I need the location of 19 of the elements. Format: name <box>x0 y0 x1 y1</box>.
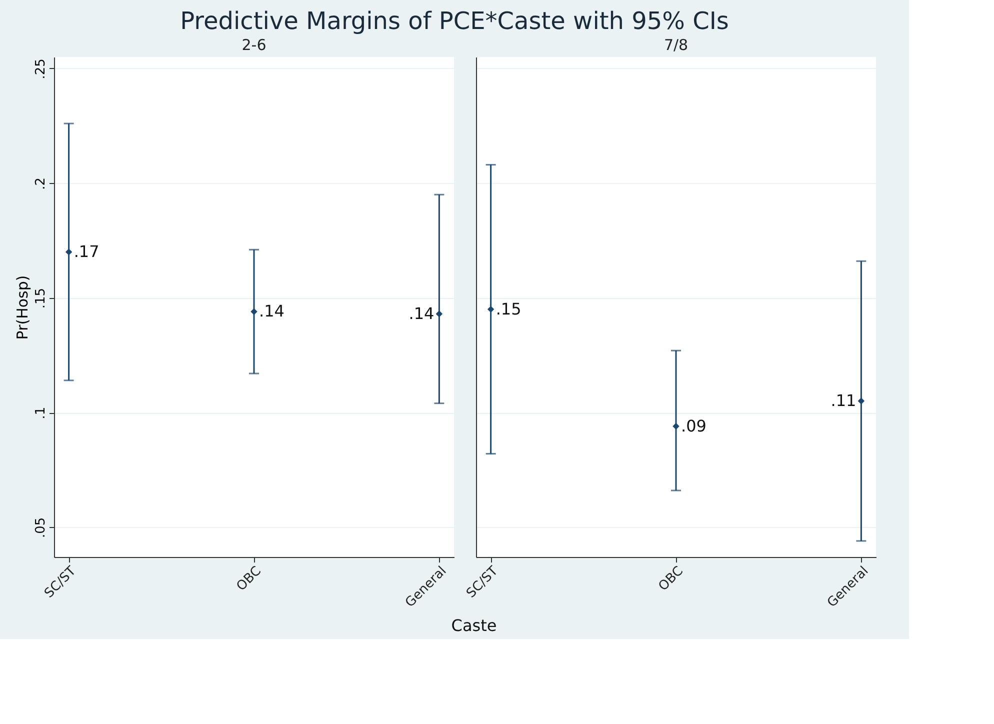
data-label: .11 <box>830 391 856 410</box>
data-label: .09 <box>681 416 706 436</box>
data-label: .17 <box>74 242 100 261</box>
point <box>65 248 72 256</box>
y-axis-title: Pr(Hosp) <box>14 275 32 340</box>
y-tick-label: .05 <box>34 517 48 538</box>
y-tick-label: .2 <box>34 177 48 190</box>
chart-subtitle: 2-6 <box>242 36 266 54</box>
point <box>250 308 258 315</box>
data-label: .15 <box>496 299 522 318</box>
x-axis-title: Caste <box>451 616 497 635</box>
y-tick-label: .1 <box>34 406 48 420</box>
data-label: .14 <box>259 302 284 321</box>
y-tick-label: .25 <box>34 58 48 80</box>
y-tick-label: .15 <box>34 288 48 309</box>
chart-subtitle: 7/8 <box>664 36 688 54</box>
chart-title: Predictive Margins of PCE*Caste with 95% CIs <box>180 7 729 35</box>
point <box>436 310 443 318</box>
data-label: .14 <box>408 304 434 323</box>
